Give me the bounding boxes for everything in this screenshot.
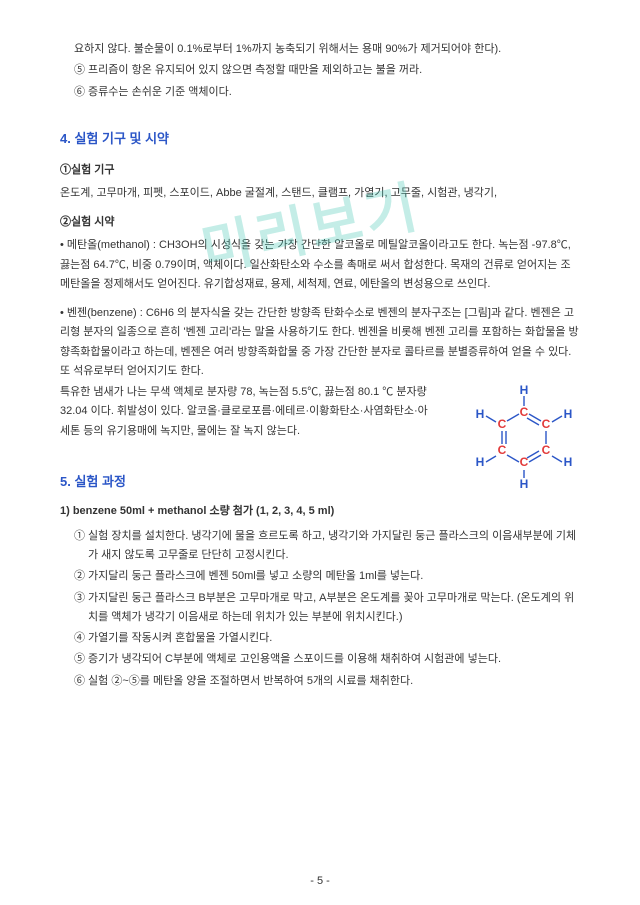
step-3: ③ 가지달린 둥근 플라스크 B부분은 고무마개로 막고, A부분은 온도계를 … [74, 589, 580, 628]
svg-text:H: H [520, 477, 529, 491]
reagent-heading: ②실험 시약 [60, 213, 580, 232]
svg-text:C: C [542, 417, 551, 431]
benzene-structure-icon: C C C C C C H H H H H H [464, 378, 584, 498]
svg-text:C: C [520, 405, 529, 419]
step-1: ① 실험 장치를 설치한다. 냉각기에 물을 흐르도록 하고, 냉각기와 가지달… [74, 527, 580, 566]
svg-text:H: H [520, 383, 529, 397]
document-page: 미리보기 요하지 않다. 불순물이 0.1%로부터 1%까지 농축되기 위해서는… [0, 0, 640, 713]
intro-line-2: ⑤ 프리즘이 항온 유지되어 있지 않으면 측정할 때만을 제외하고는 불을 꺼… [60, 61, 580, 80]
tools-heading: ①실험 기구 [60, 161, 580, 180]
svg-text:H: H [476, 407, 485, 421]
svg-text:C: C [498, 443, 507, 457]
svg-text:H: H [476, 455, 485, 469]
benzene-text-2: 특유한 냄새가 나는 무색 액체로 분자량 78, 녹는점 5.5℃, 끓는점 … [60, 383, 430, 441]
experiment-1-heading: 1) benzene 50ml + methanol 소량 첨가 (1, 2, … [60, 502, 580, 521]
step-2: ② 가지달리 둥근 플라스크에 벤젠 50ml를 넣고 소량의 메탄올 1ml를… [74, 567, 580, 586]
step-5: ⑤ 증기가 냉각되어 C부분에 액체로 고인용액을 스포이드를 이용해 채취하여… [74, 650, 580, 669]
tools-text: 온도계, 고무마개, 피펫, 스포이드, Abbe 굴절계, 스탠드, 클램프,… [60, 184, 580, 203]
svg-text:H: H [564, 455, 573, 469]
intro-line-1: 요하지 않다. 불순물이 0.1%로부터 1%까지 농축되기 위해서는 용매 9… [60, 40, 580, 59]
step-4: ④ 가열기를 작동시켜 혼합물을 가열시킨다. [74, 629, 580, 648]
intro-line-3: ⑥ 증류수는 손쉬운 기준 액체이다. [60, 83, 580, 102]
benzene-text-1: • 벤젠(benzene) : C6H6 의 분자식을 갖는 간단한 방향족 탄… [60, 304, 580, 381]
svg-text:H: H [564, 407, 573, 421]
methanol-text: • 메탄올(methanol) : CH3OH의 시성식을 갖는 가장 간단한 … [60, 236, 580, 294]
benzene-block: • 벤젠(benzene) : C6H6 의 분자식을 갖는 간단한 방향족 탄… [60, 304, 580, 441]
page-number: - 5 - [0, 875, 640, 887]
svg-text:C: C [542, 443, 551, 457]
section-4-title: 4. 실험 기구 및 시약 [60, 128, 580, 151]
svg-text:C: C [498, 417, 507, 431]
step-6: ⑥ 실험 ②~⑤를 메탄올 양을 조절하면서 반복하여 5개의 시료를 채취한다… [74, 672, 580, 691]
